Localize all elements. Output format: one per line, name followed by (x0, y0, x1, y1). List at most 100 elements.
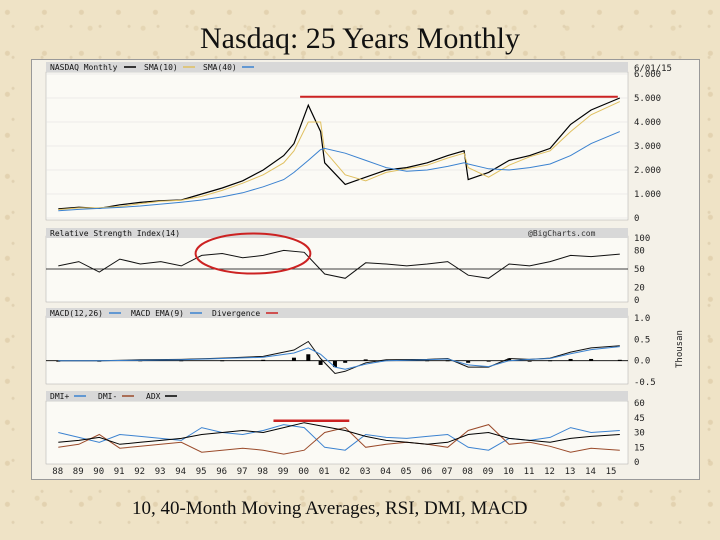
rsi-y-tick: 20 (634, 284, 645, 294)
macd-divergence-bar (589, 358, 594, 361)
chart-svg: 01.0002.0003.0004.0005.0006.0006/01/15NA… (45, 62, 672, 477)
x-tick-label: 92 (134, 467, 145, 477)
macd-divergence-bar (568, 358, 573, 361)
x-tick-label: 94 (175, 467, 186, 477)
x-tick-label: 98 (257, 467, 268, 477)
macd-divergence-bar (425, 360, 430, 362)
dmi-y-tick: 15 (634, 443, 645, 453)
panel-bg-dmi (45, 400, 629, 465)
macd-divergence-bar (56, 360, 61, 362)
x-tick-label: 99 (278, 467, 289, 477)
macd-y-tick: -0.5 (634, 378, 656, 388)
x-tick-label: 88 (52, 467, 63, 477)
dmi-y-tick: 60 (634, 399, 645, 409)
x-tick-label: 08 (462, 467, 473, 477)
x-tick-label: 06 (421, 467, 432, 477)
macd-y-tick: 0.5 (634, 335, 650, 345)
price-legend-0: NASDAQ Monthly (50, 63, 118, 72)
rsi-overbought-ellipse (194, 232, 312, 275)
x-tick-label: 95 (196, 467, 207, 477)
macd-ema-series (58, 346, 620, 370)
price-legend-2: SMA(40) (203, 63, 237, 72)
macd-legend-2: Divergence (212, 309, 260, 318)
rsi-title: Relative Strength Index(14) (50, 229, 180, 238)
rsi-y-tick: 50 (634, 265, 645, 275)
thousands-label: Thousands (670, 319, 688, 370)
x-tick-label: 09 (483, 467, 494, 477)
macd-divergence-bar (306, 354, 311, 361)
x-tick-label: 14 (585, 467, 596, 477)
date-label: 6/01/15 (634, 64, 672, 74)
macd-legend-0: MACD(12,26) (50, 309, 103, 318)
price-y-tick: 6.000 (634, 70, 661, 80)
macd-divergence-bar (332, 360, 337, 368)
macd-divergence-bar (363, 359, 368, 361)
macd-divergence-bar (527, 360, 532, 362)
panel-header-macd (46, 308, 628, 318)
macd-divergence-bar (486, 360, 491, 362)
rsi-y-tick: 80 (634, 246, 645, 256)
dmi-legend-1: DMI- (98, 392, 117, 401)
slide-caption: 10, 40-Month Moving Averages, RSI, DMI, … (132, 498, 528, 519)
x-tick-label: 00 (298, 467, 309, 477)
dmi-legend-2: ADX (146, 392, 161, 401)
macd-divergence-bar (548, 360, 553, 362)
macd-divergence-bar (318, 360, 323, 365)
price-y-tick: 2.000 (634, 166, 661, 176)
x-tick-label: 01 (319, 467, 330, 477)
x-tick-label: 97 (237, 467, 248, 477)
dmi-legend-0: DMI+ (50, 392, 69, 401)
dmi-y-tick: 30 (634, 429, 645, 439)
x-tick-label: 11 (524, 467, 535, 477)
slide-title: Nasdaq: 25 Years Monthly (200, 22, 520, 55)
x-tick-label: 12 (544, 467, 555, 477)
rsi-y-tick: 100 (634, 234, 650, 244)
price-y-tick: 5.000 (634, 94, 661, 104)
dmi-series-adx (58, 422, 620, 445)
macd-divergence-bar (220, 360, 225, 362)
x-tick-label: 05 (401, 467, 412, 477)
panel-header-price (46, 62, 628, 72)
x-tick-label: 13 (565, 467, 576, 477)
macd-divergence-bar (138, 360, 143, 362)
x-tick-label: 04 (380, 467, 391, 477)
macd-divergence-bar (617, 359, 622, 361)
panel-header-dmi (46, 391, 628, 401)
macd-divergence-bar (445, 360, 450, 362)
x-tick-label: 10 (503, 467, 514, 477)
macd-y-tick: 1.0 (634, 314, 650, 324)
x-tick-label: 89 (73, 467, 84, 477)
macd-divergence-bar (343, 360, 348, 363)
macd-legend-1: MACD EMA(9) (131, 309, 184, 318)
x-tick-label: 93 (155, 467, 166, 477)
macd-y-tick: 0.0 (634, 357, 650, 367)
macd-divergence-bar (291, 357, 296, 361)
macd-divergence-bar (466, 360, 471, 363)
x-tick-label: 96 (216, 467, 227, 477)
macd-divergence-bar (179, 360, 184, 362)
x-tick-label: 15 (606, 467, 617, 477)
dmi-y-tick: 45 (634, 414, 645, 424)
rsi-series (58, 249, 620, 279)
x-tick-label: 91 (114, 467, 125, 477)
price-y-tick: 0 (634, 214, 639, 224)
price-y-tick: 4.000 (634, 118, 661, 128)
price-y-tick: 3.000 (634, 142, 661, 152)
rsi-watermark: @BigCharts.com (528, 229, 596, 238)
price-y-tick: 1.000 (634, 190, 661, 200)
price-series-sma-10- (58, 101, 621, 211)
x-tick-label: 07 (442, 467, 453, 477)
macd-divergence-bar (507, 358, 512, 361)
x-tick-label: 03 (360, 467, 371, 477)
dmi-y-tick: 0 (634, 458, 639, 468)
rsi-y-tick: 0 (634, 296, 639, 306)
panel-bg-macd (45, 315, 629, 385)
x-tick-label: 02 (339, 467, 350, 477)
price-legend-1: SMA(10) (144, 63, 178, 72)
panel-header-rsi (46, 228, 628, 238)
macd-divergence-bar (261, 359, 266, 361)
chart-panel: 0 1.000 2.000 3.000 4.000 5.000 6.000 6/01/15 NA… (31, 59, 700, 480)
price-series-sma-40- (58, 131, 620, 212)
dmi-series-dmi- (58, 424, 620, 455)
x-tick-label: 90 (93, 467, 104, 477)
